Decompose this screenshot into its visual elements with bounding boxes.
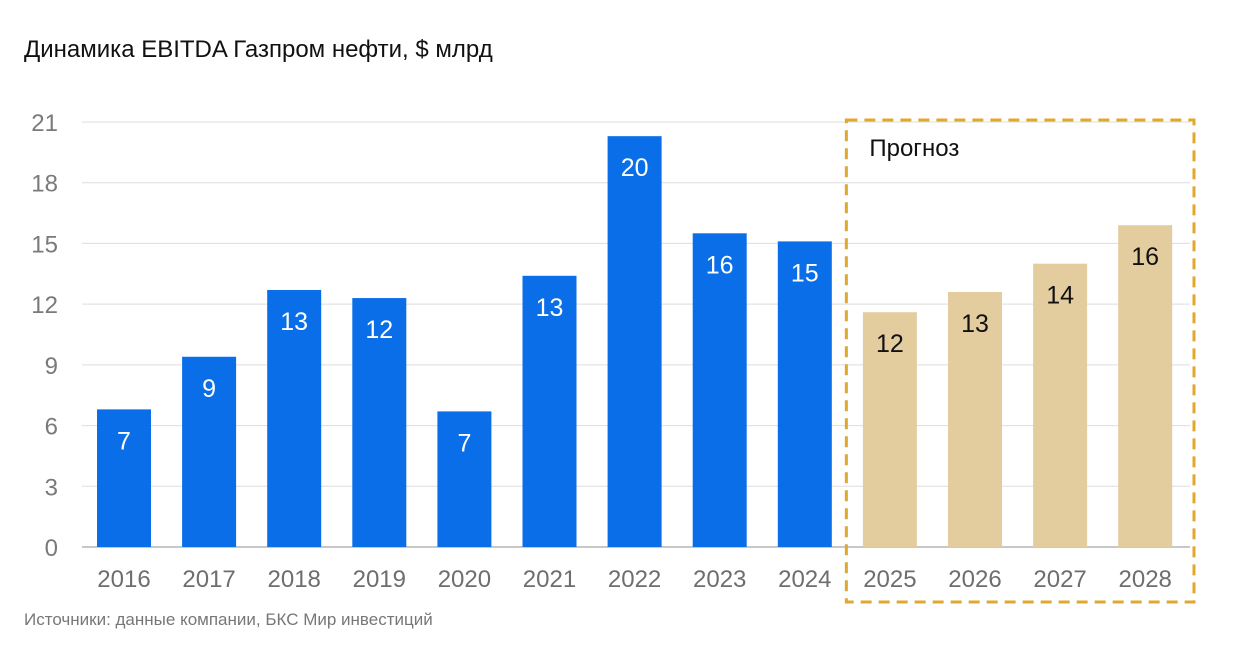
bar [267, 289, 322, 547]
chart-title: Динамика EBITDA Газпром нефти, $ млрд [24, 36, 493, 63]
data-label: 15 [791, 259, 819, 287]
bar [182, 356, 237, 547]
data-label: 7 [457, 429, 471, 457]
forecast-bar [948, 292, 1002, 547]
data-label: 16 [1131, 243, 1159, 271]
x-tick-label: 2018 [268, 566, 321, 593]
y-tick-label: 6 [45, 414, 58, 441]
forecast-bar [1118, 225, 1173, 547]
data-label: 13 [961, 310, 989, 338]
x-tick-label: 2020 [438, 566, 491, 593]
forecast-bar [862, 312, 917, 547]
data-label: 9 [202, 375, 216, 403]
data-label: 20 [621, 154, 649, 182]
x-tick-label: 2027 [1033, 566, 1086, 593]
x-tick-label: 2019 [353, 566, 406, 593]
x-tick-label: 2021 [523, 566, 576, 593]
y-tick-label: 9 [45, 353, 58, 380]
x-tick-label: 2023 [693, 566, 746, 593]
bar [437, 411, 492, 547]
bar [522, 275, 577, 547]
x-tick-label: 2026 [948, 566, 1001, 593]
x-tick-label: 2024 [778, 566, 831, 593]
forecast-bar [1033, 263, 1088, 547]
x-tick-label: 2022 [608, 566, 661, 593]
x-tick-label: 2028 [1119, 566, 1172, 593]
source-note: Источники: данные компании, БКС Мир инве… [24, 610, 433, 629]
data-label: 7 [117, 427, 131, 455]
data-label: 13 [280, 308, 308, 336]
y-tick-label: 12 [31, 292, 58, 319]
y-tick-label: 3 [45, 474, 58, 501]
x-tick-label: 2017 [182, 566, 235, 593]
bar [97, 409, 151, 547]
y-tick-label: 0 [45, 535, 58, 562]
bar [777, 241, 832, 547]
bar [692, 233, 747, 548]
data-label: 14 [1046, 282, 1074, 310]
y-tick-label: 18 [31, 171, 58, 198]
y-tick-label: 15 [31, 231, 58, 258]
data-label: 12 [876, 330, 904, 358]
bar [607, 136, 662, 547]
x-tick-label: 2025 [863, 566, 916, 593]
data-label: 16 [706, 251, 734, 279]
y-tick-label: 21 [31, 110, 58, 137]
forecast-label: Прогноз [869, 135, 959, 162]
x-tick-label: 2016 [97, 566, 150, 593]
data-label: 12 [365, 316, 393, 344]
bar [352, 298, 407, 547]
data-label: 13 [536, 294, 564, 322]
